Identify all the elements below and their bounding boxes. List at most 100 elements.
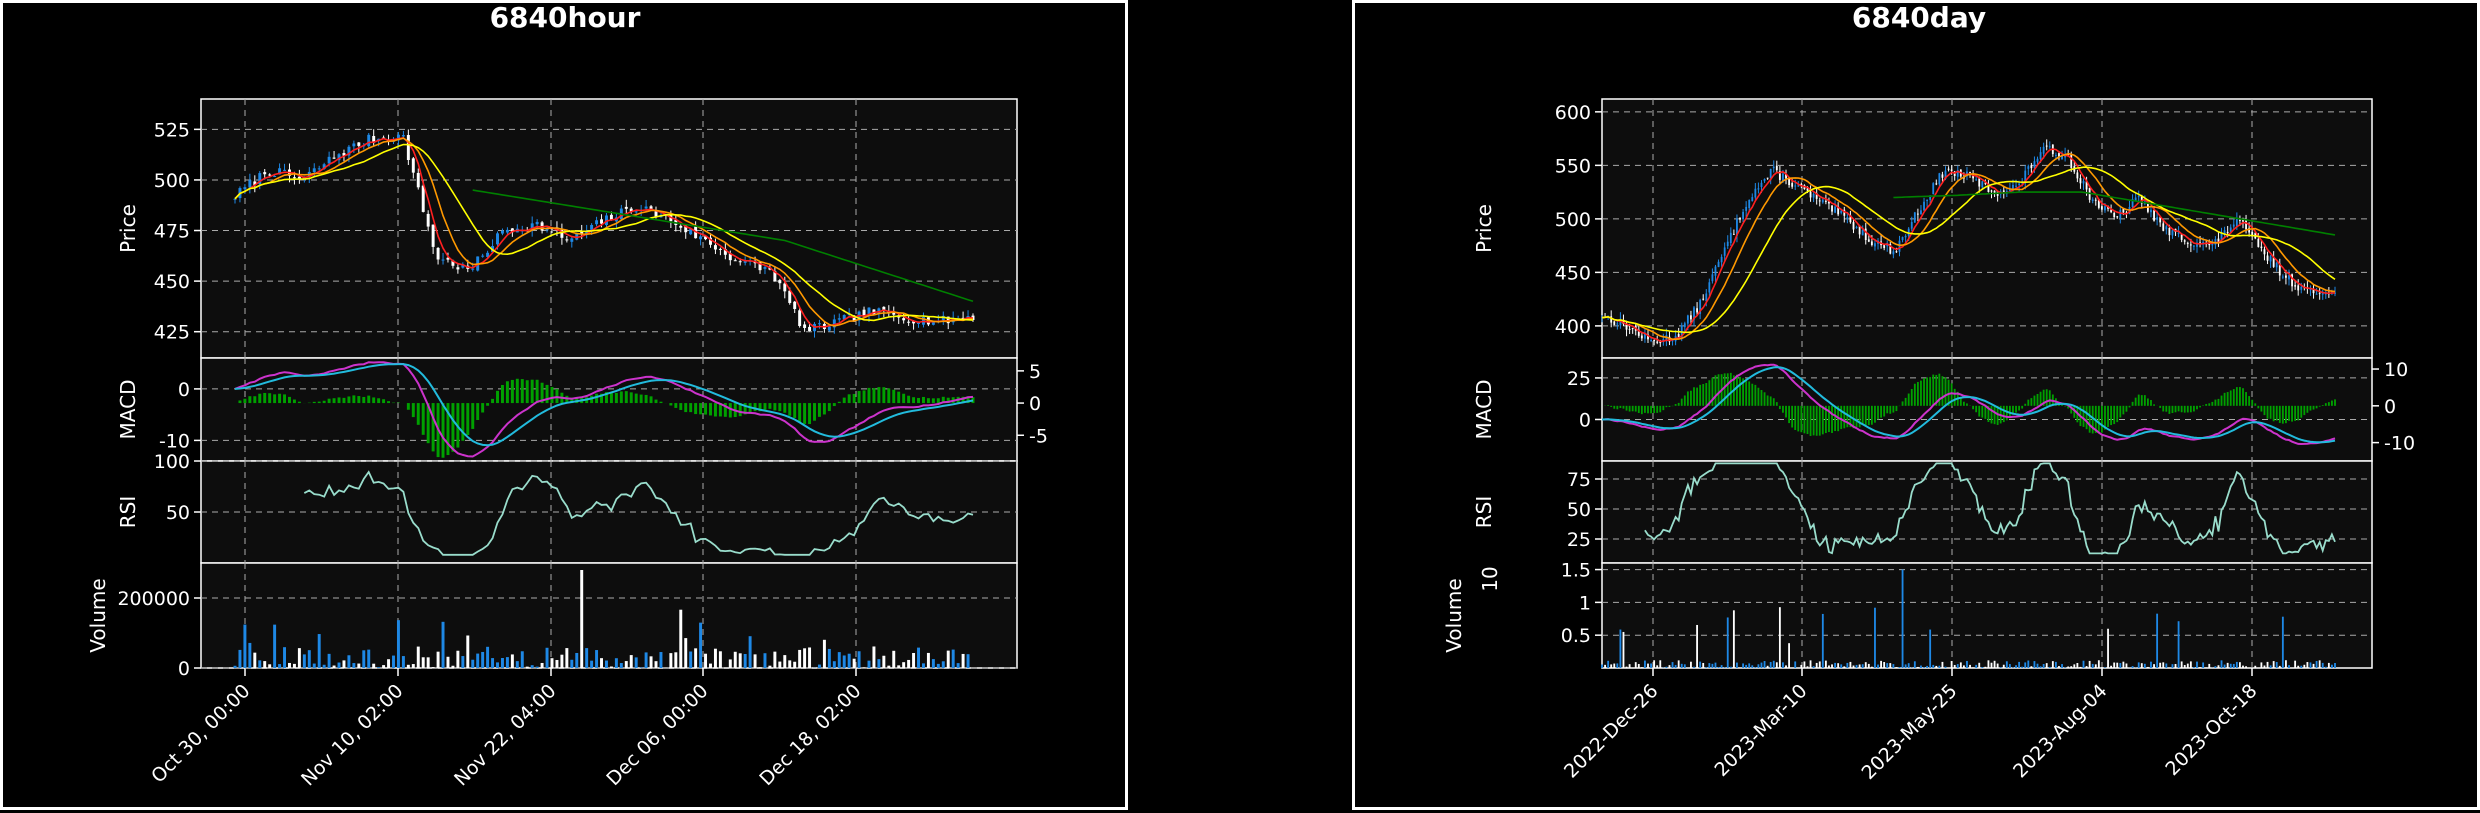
candle-body [838,318,841,319]
macd-hist-bar [2101,406,2103,433]
volume-bar [2328,663,2330,668]
volume-bar [2322,663,2324,668]
candle-body [432,225,435,247]
candle-body [2282,277,2284,278]
macd-hist-bar [2294,406,2296,421]
volume-bar [2027,661,2029,668]
macd-hist-bar [1853,406,1855,428]
volume-bar [2205,667,2207,668]
volume-bar [1871,667,1873,668]
candle-body [1751,197,1753,201]
volume-bar [1656,665,1658,668]
macd-hist-bar [788,403,791,416]
volume-bar [2162,662,2164,668]
volume-bar [273,625,276,668]
price-tick-label: 475 [154,221,190,243]
volume-axis-label: Volume [1442,578,1466,652]
volume-bar [1715,663,1717,668]
volume-bar [2086,666,2088,668]
volume-bar [734,652,737,668]
candle-body [1724,247,1726,255]
volume-bar [248,643,251,668]
volume-bar [2199,667,2201,668]
volume-bar [1813,666,1815,668]
volume-bar [818,665,821,668]
candle-body [1981,181,1983,187]
candle-body [1994,191,1996,193]
volume-bar [278,664,281,668]
macd-hist-bar [2236,387,2238,406]
macd-hist-bar [1736,375,1738,406]
candle-body [1770,169,1772,178]
candle-body [788,291,791,303]
volume-bar [2264,666,2266,668]
candle-body [818,323,821,324]
volume-bar [580,570,583,668]
volume-bar [2064,667,2066,668]
macd-hist-bar [432,403,435,451]
volume-bar [1819,661,1821,668]
macd-hist-bar [1963,402,1965,406]
macd-hist-bar [451,403,454,452]
macd-hist-bar [551,387,554,403]
volume-bar [1853,666,1855,668]
volume-bar [2193,667,2195,668]
macd-hist-bar [1623,406,1625,409]
macd-hist-bar [1681,399,1683,406]
macd-hist-bar [511,380,514,403]
macd-hist-bar [2178,406,2180,412]
volume-bar [333,666,336,668]
macd-hist-bar [1807,406,1809,434]
candle-body [1797,185,1799,186]
volume-bar [1757,664,1759,668]
volume-bar [595,650,598,668]
volume-bar [674,652,677,668]
macd-hist-bar [1923,378,1925,406]
volume-bar [367,650,370,668]
candle-body [1917,214,1919,215]
macd-hist-bar [1705,383,1707,406]
volume-bar [387,659,390,668]
candle-body [2156,217,2158,220]
volume-bar [897,665,900,668]
candle-body [1856,227,1858,228]
volume-bar [962,654,965,668]
volume-bar [2325,667,2327,668]
volume-bar [2319,660,2321,668]
volume-bar [1966,661,1968,668]
volume-bar [2267,662,2269,668]
candle-body [1975,179,1977,180]
volume-bar [1917,667,1919,668]
volume-bar [2110,666,2112,668]
volume-bar [422,657,425,668]
volume-bar [2156,614,2158,668]
macd-hist-bar [773,403,776,410]
volume-bar [2181,661,2183,668]
volume-bar [1984,667,1986,668]
volume-bar [1672,662,1674,668]
candle-body [1813,194,1815,198]
volume-bar [630,655,633,668]
volume-bar [655,661,658,668]
candle-body [506,230,509,233]
macd-hist-bar [1889,406,1891,414]
volume-bar [2334,663,2336,668]
macd-hist-bar [1610,406,1612,407]
volume-bar [1843,666,1845,668]
volume-bar [1837,663,1839,668]
volume-bar [1868,664,1870,668]
macd-hist-bar [352,395,355,403]
volume-bar [442,622,445,668]
macd-hist-bar [471,403,474,429]
volume-bar [2270,665,2272,668]
volume-bar [2046,663,2048,668]
volume-bar [1761,663,1763,668]
volume-bar [451,666,454,668]
candle-body [367,135,370,146]
macd-hist-bar [833,403,836,406]
volume-bar [1748,663,1750,668]
candle-body [1926,200,1928,201]
macd-hist-bar [2291,406,2293,422]
volume-bar [2058,666,2060,668]
